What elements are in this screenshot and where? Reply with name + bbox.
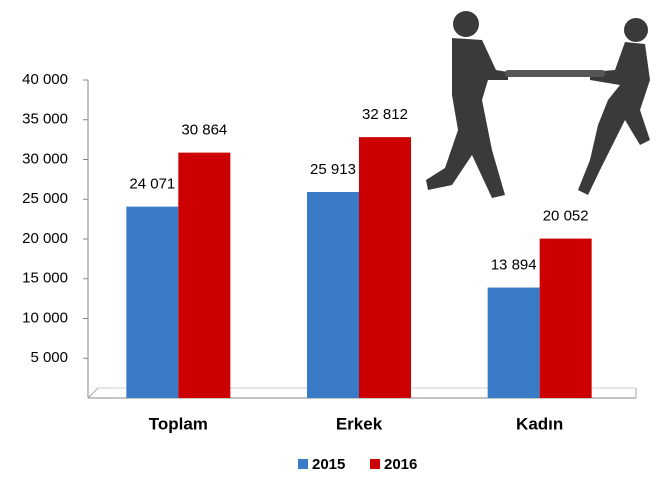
x-tick-label: Erkek [336,414,383,433]
value-label: 24 071 [129,176,175,193]
bar [488,288,540,398]
x-tick-label: Toplam [149,414,208,433]
value-label: 13 894 [491,257,537,274]
y-tick-label: 40 000 [22,71,68,88]
bar [540,239,592,398]
y-tick-label: 30 000 [22,150,68,167]
x-tick-label: Kadın [516,414,563,433]
bar [126,207,178,398]
value-label: 25 913 [310,161,356,178]
value-label: 20 052 [543,208,589,225]
y-tick-label: 10 000 [22,309,68,326]
bar [178,153,230,398]
floor-edge [88,388,98,398]
bar [307,192,359,398]
illustration [426,11,650,198]
y-tick-label: 5 000 [30,349,68,366]
y-tick-label: 15 000 [22,270,68,287]
legend-label: 2016 [384,456,417,473]
value-label: 32 812 [362,106,408,123]
legend-swatch [298,459,308,469]
chart: 5 000 10 000 15 000 20 000 25 000 30 000 35 00… [0,0,662,479]
legend-label: 2015 [312,456,345,473]
y-tick-label: 20 000 [22,230,68,247]
value-label: 30 864 [181,122,227,139]
y-tick-label: 35 000 [22,111,68,128]
bar [359,137,411,398]
legend-swatch [370,459,380,469]
y-tick-label: 25 000 [22,190,68,207]
